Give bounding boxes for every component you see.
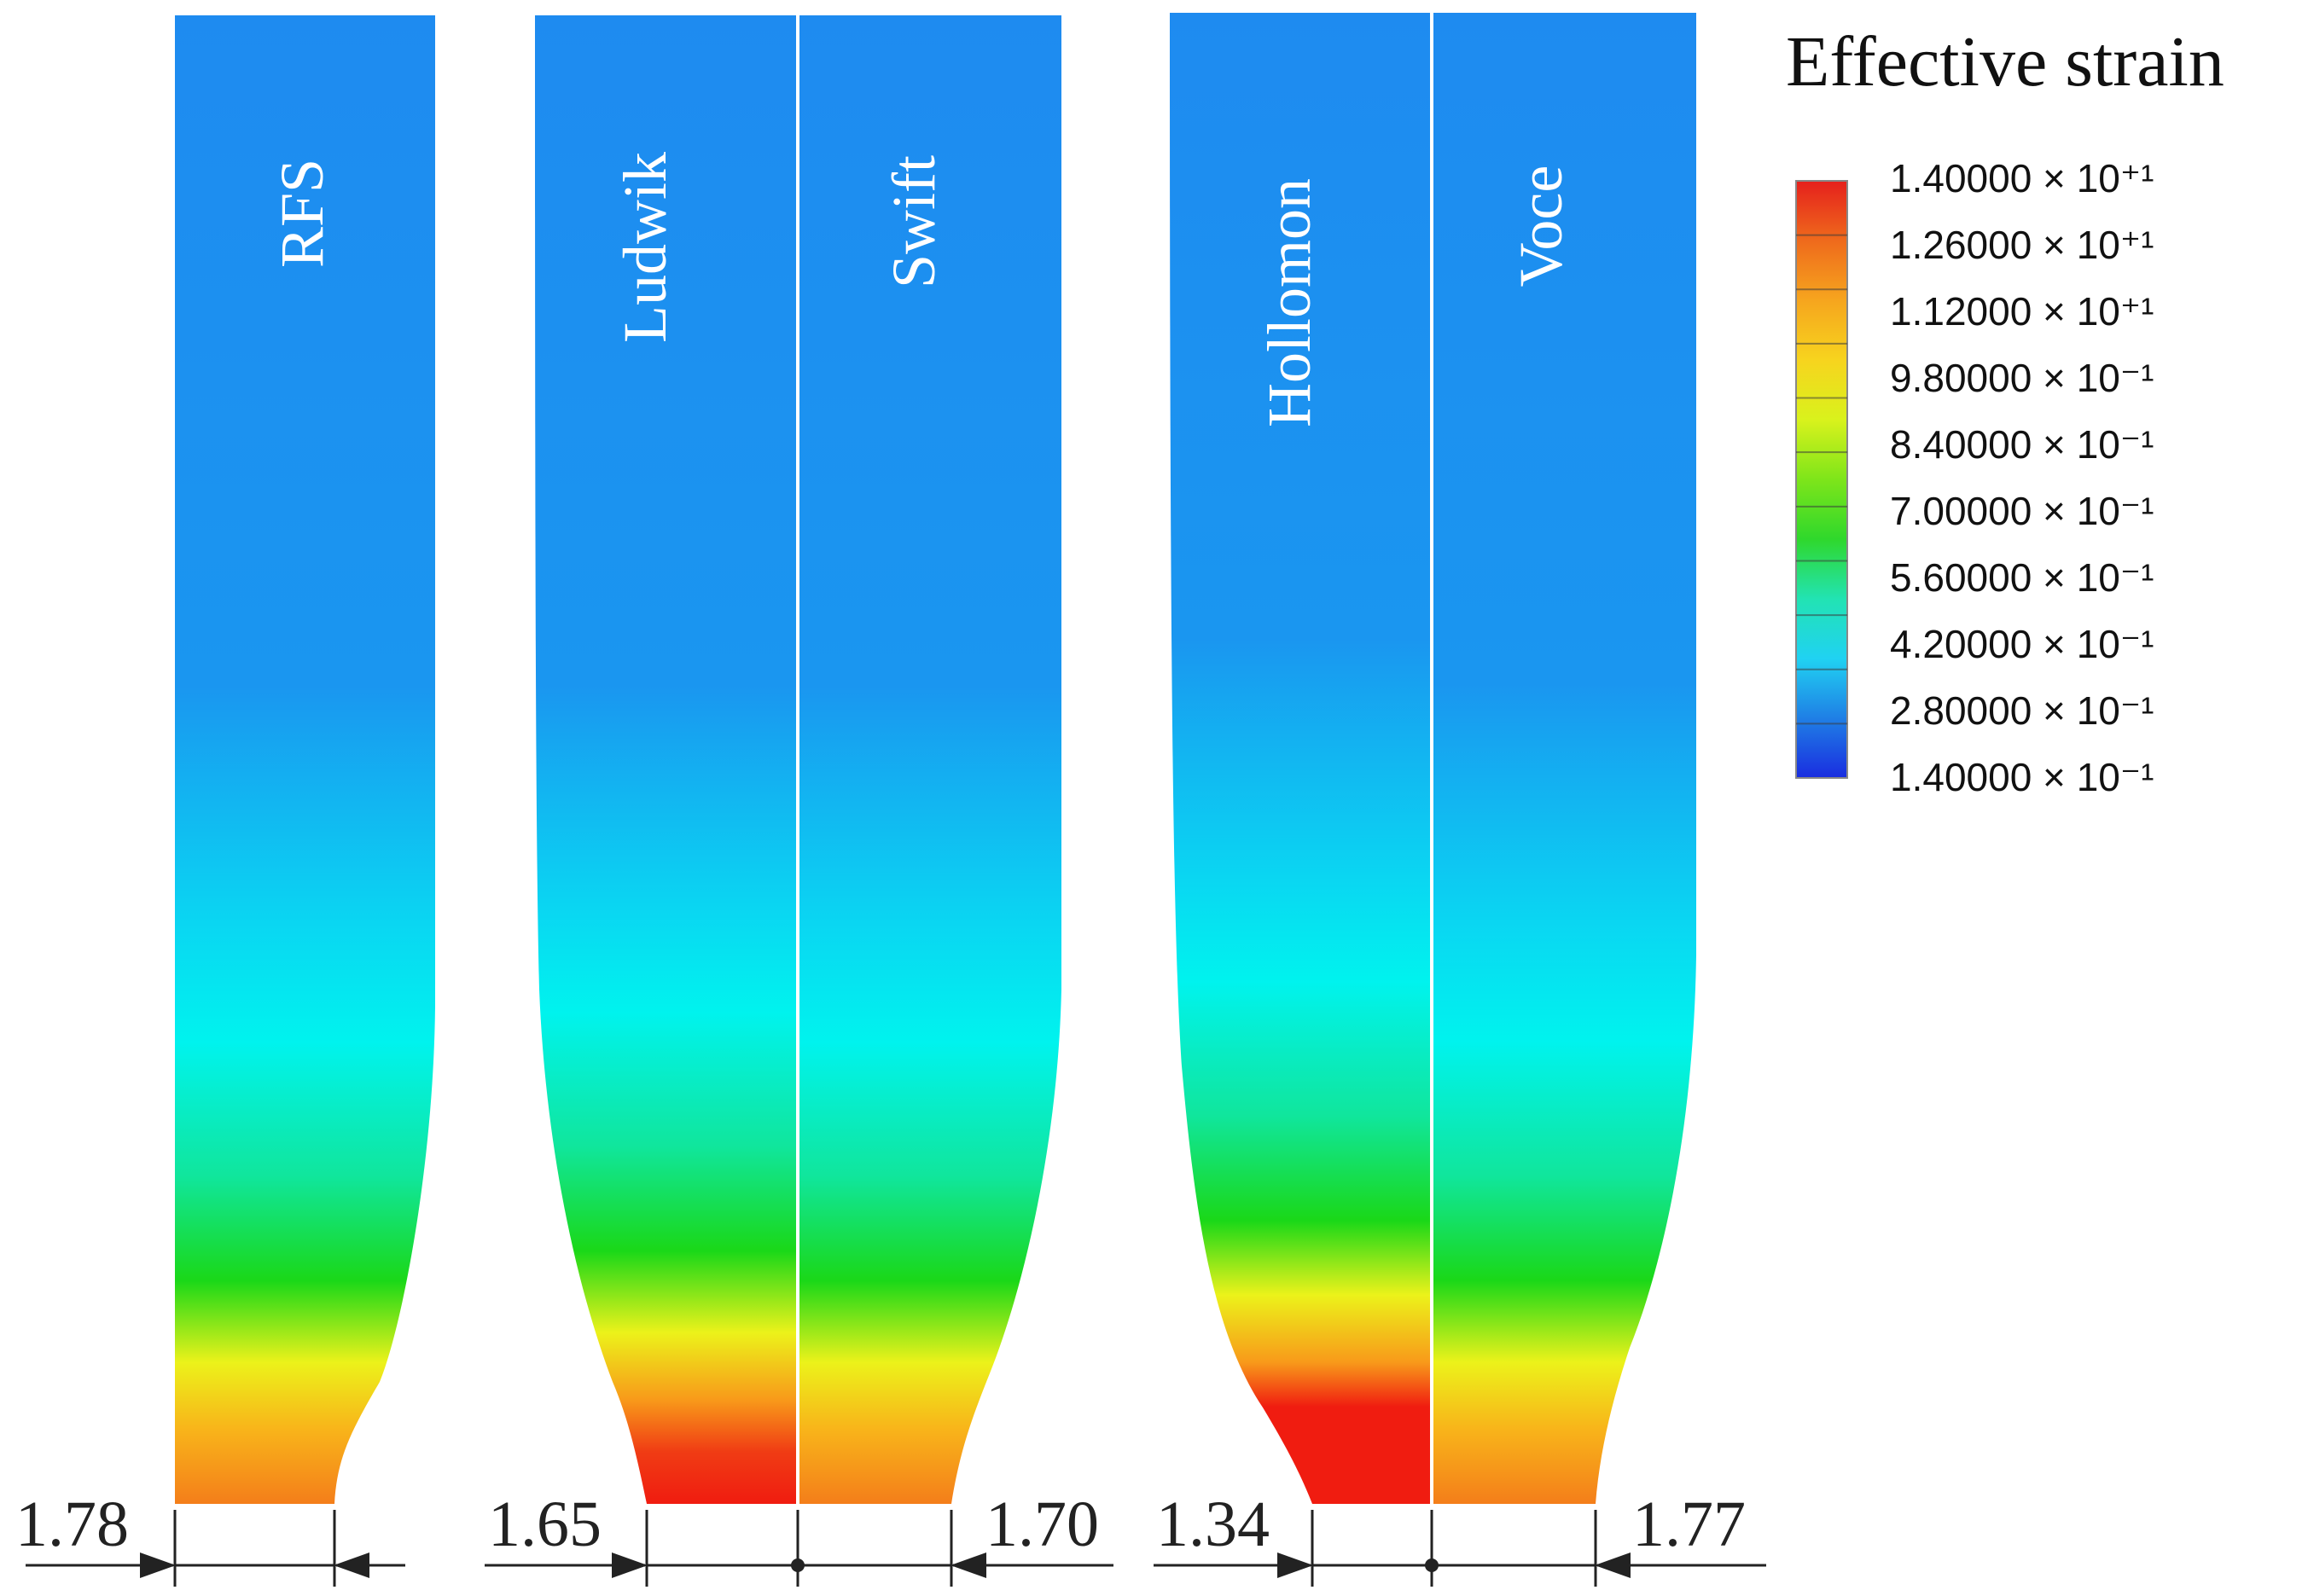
legend-title: Effective strain xyxy=(1786,22,2224,102)
legend-label: 1.12000 × 10⁺¹ xyxy=(1890,289,2154,334)
neck-width-hollomon: 1.34 xyxy=(1156,1489,1270,1560)
neck-width-rfs: 1.78 xyxy=(15,1489,129,1560)
specimen-hollomon-body xyxy=(1170,13,1432,1504)
specimen-voce-body xyxy=(1432,13,1696,1504)
specimen-label-hollomon: Hollomon xyxy=(1255,178,1323,427)
specimen-ludwik-body xyxy=(535,15,798,1504)
legend-colorbar xyxy=(1795,180,1848,779)
legend-label: 7.00000 × 10⁻¹ xyxy=(1890,489,2154,533)
neck-width-swift: 1.70 xyxy=(985,1489,1099,1560)
center-dot-ludwik-swift xyxy=(791,1558,805,1572)
dimension-rfs xyxy=(26,1510,405,1587)
legend-label: 8.40000 × 10⁻¹ xyxy=(1890,422,2154,467)
legend-labels: 1.40000 × 10⁺¹ 1.26000 × 10⁺¹ 1.12000 × 10… xyxy=(1890,156,2154,799)
specimen-label-voce: Voce xyxy=(1507,165,1575,287)
legend-ticks xyxy=(1796,234,1847,725)
legend-label: 1.26000 × 10⁺¹ xyxy=(1890,223,2154,267)
legend-label: 2.80000 × 10⁻¹ xyxy=(1890,688,2154,733)
neck-width-voce: 1.77 xyxy=(1632,1489,1746,1560)
legend-label: 1.40000 × 10⁺¹ xyxy=(1890,156,2154,200)
specimen-rfs-body xyxy=(175,15,435,1504)
specimen-label-rfs: RFS xyxy=(268,159,336,268)
specimen-hollomon-voce: Hollomon Voce xyxy=(1170,13,1696,1504)
specimen-label-swift: Swift xyxy=(880,155,948,288)
legend-label: 9.80000 × 10⁻¹ xyxy=(1890,356,2154,400)
specimen-label-ludwik: Ludwik xyxy=(611,152,679,343)
specimen-ludwik-swift: Ludwik Swift xyxy=(535,15,1061,1504)
legend: Effective strain 1.40000 × 10⁺¹ 1.26000 ×… xyxy=(1786,22,2224,799)
legend-label: 5.60000 × 10⁻¹ xyxy=(1890,555,2154,600)
specimen-rfs: RFS xyxy=(175,15,435,1504)
legend-label: 1.40000 × 10⁻¹ xyxy=(1890,755,2154,799)
center-dot-hollomon-voce xyxy=(1425,1558,1439,1572)
legend-label: 4.20000 × 10⁻¹ xyxy=(1890,622,2154,666)
neck-width-ludwik: 1.65 xyxy=(488,1489,602,1560)
dimension-hollomon-voce xyxy=(1154,1510,1766,1587)
specimen-swift-body xyxy=(798,15,1061,1504)
